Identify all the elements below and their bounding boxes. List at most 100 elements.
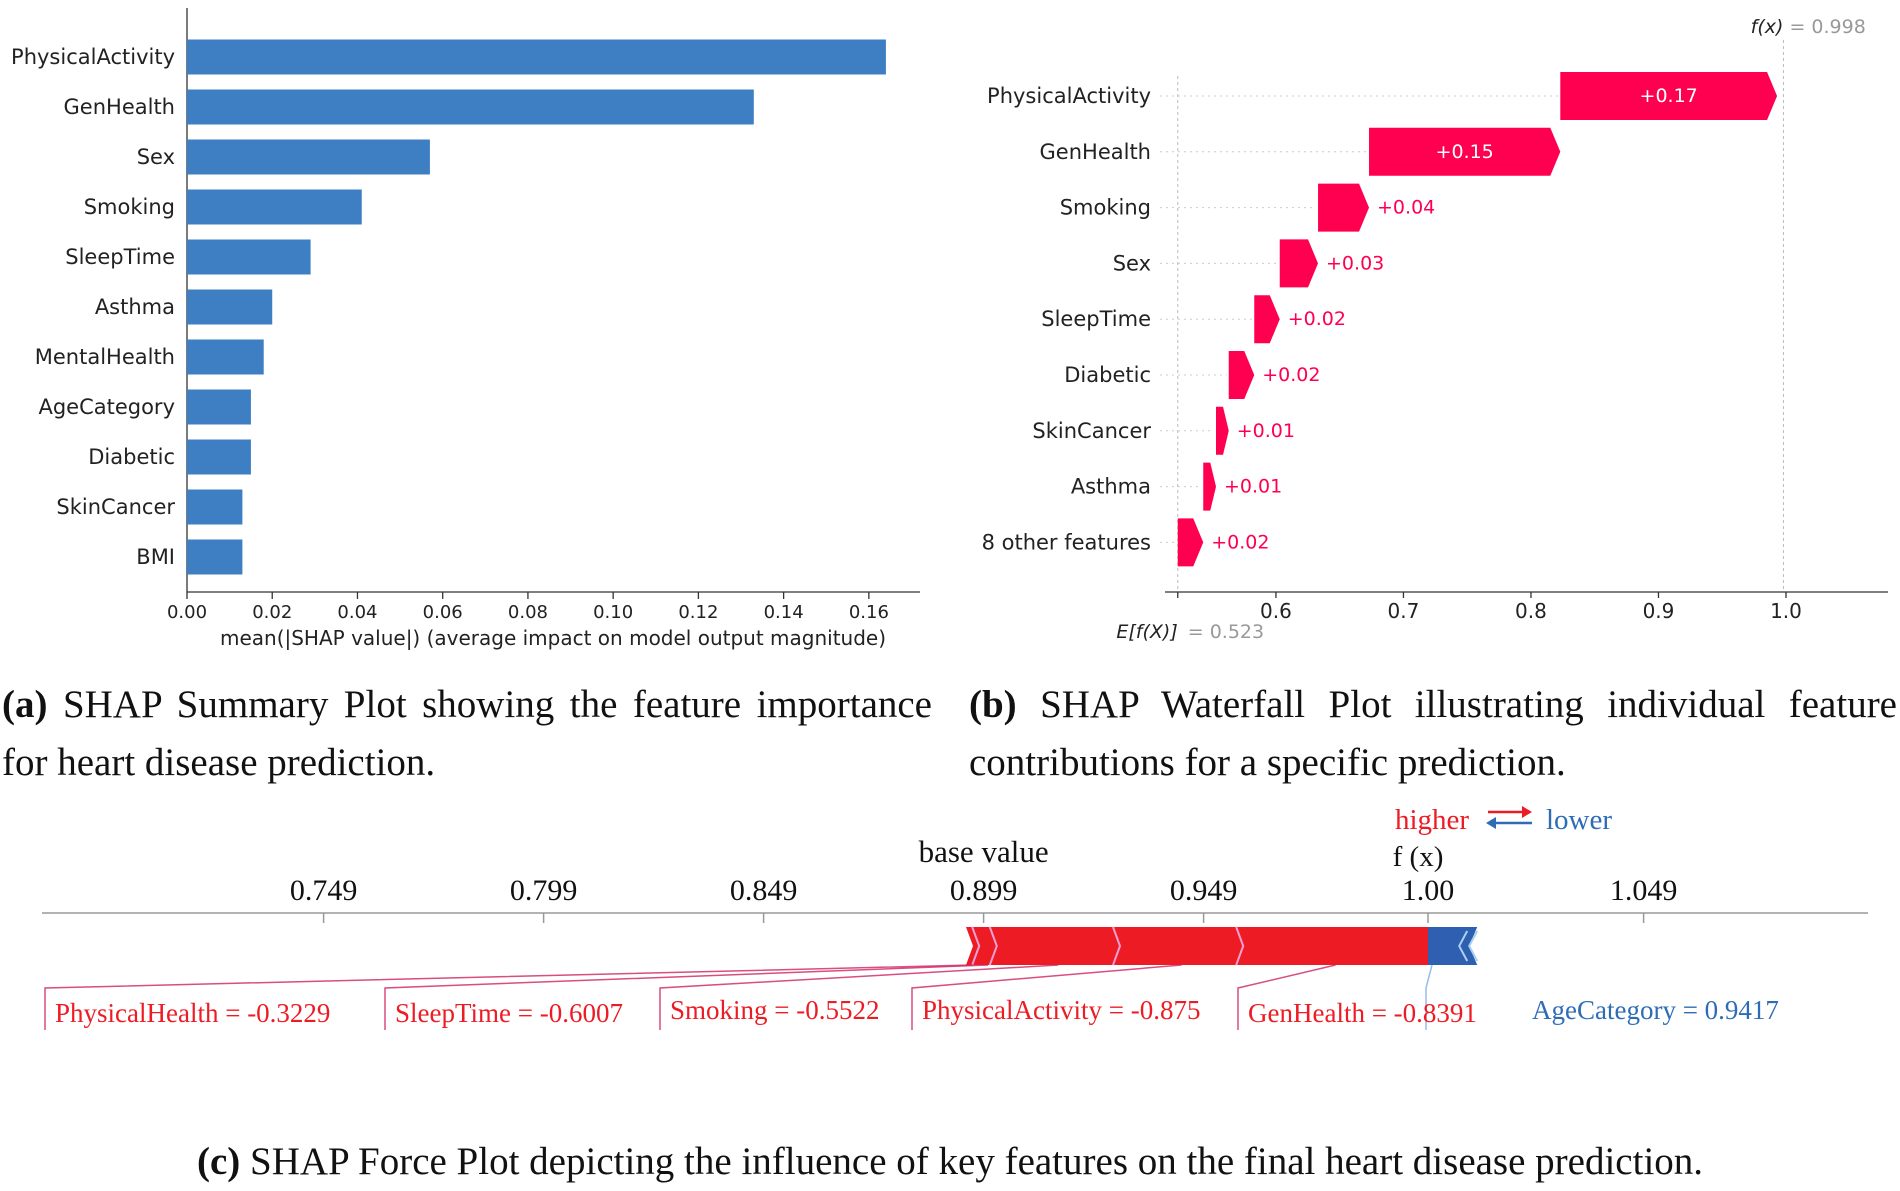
y-tick-label: SkinCancer [56,495,175,519]
waterfall-bar [1177,518,1204,567]
y-tick-label: Sex [1113,251,1151,275]
y-tick-label: GenHealth [64,95,175,119]
contribution-label: +0.02 [1262,364,1320,386]
force-tick-label: 1.049 [1610,874,1678,907]
contribution-label: +0.01 [1224,476,1282,498]
waterfall-bar [1203,462,1217,511]
force-base-value-label: base value [919,834,1049,869]
x-tick-label: 1.0 [1770,599,1802,623]
x-tick-label: 0.14 [764,602,804,623]
force-connector [384,964,989,1030]
force-feature-label: AgeCategory = 0.9417 [1532,995,1779,1025]
contribution-label: +0.17 [1640,85,1698,107]
x-tick-label: 0.10 [593,602,633,623]
summary-x-axis-label: mean(|SHAP value|) (average impact on mo… [220,626,886,650]
contribution-label: +0.15 [1436,141,1494,163]
bar [187,539,243,575]
force-tick-label: 0.949 [1170,874,1238,907]
contribution-label: +0.02 [1288,308,1346,330]
y-tick-label: Asthma [95,295,175,319]
x-tick-label: 0.8 [1515,599,1547,623]
waterfall-bar [1369,127,1561,176]
force-connector [1237,964,1336,1030]
y-tick-label: AgeCategory [38,395,175,419]
contribution-label: +0.01 [1237,420,1295,442]
x-tick-label: 0.9 [1643,599,1675,623]
y-tick-label: Diabetic [88,445,175,469]
bar [187,139,430,175]
caption-a-text: SHAP Summary Plot showing the feature im… [2,683,932,784]
y-tick-label: BMI [136,545,175,569]
caption-a: (a) SHAP Summary Plot showing the featur… [2,676,932,792]
force-tick-label: 1.00 [1402,874,1455,907]
force-feature-label: PhysicalHealth = -0.3229 [55,998,330,1028]
force-positive-block [966,927,1428,965]
y-tick-label: SleepTime [65,245,175,269]
force-plot: higher lower f (x) base value 0.749 0.799… [42,804,1868,1030]
caption-a-label: (a) [2,683,48,726]
y-tick-label: MentalHealth [35,345,175,369]
force-negative-chevron [1468,930,1479,962]
x-tick-label: 0.04 [337,602,377,623]
force-fx-label: f (x) [1393,841,1444,873]
bar [187,339,264,375]
waterfall-fx-label: f(x) [1751,16,1784,38]
arrows-icon [1486,806,1532,829]
waterfall-ex-label: E[f(X)] [1116,621,1177,643]
waterfall-bar [1216,406,1229,455]
force-feature-label: SleepTime = -0.6007 [395,998,623,1028]
contribution-label: +0.02 [1211,531,1269,553]
force-higher-label: higher [1395,804,1469,836]
caption-b: (b) SHAP Waterfall Plot illustrating ind… [969,676,1897,792]
x-tick-label: 0.16 [849,602,889,623]
y-tick-label: Sex [137,145,175,169]
force-segment-divider [1235,926,1245,966]
bar [187,439,251,475]
waterfall-fx-value: = 0.998 [1789,16,1865,38]
bar [187,89,754,125]
force-feature-label: PhysicalActivity = -0.875 [922,995,1200,1025]
force-connector [659,964,1059,1030]
force-connector [44,964,973,1030]
waterfall-bar [1228,351,1255,399]
y-tick-label: Smoking [1060,196,1151,220]
summary-bar-chart: PhysicalActivity GenHealth Sex Smoking Sleep… [11,8,920,650]
y-tick-label: PhysicalActivity [11,45,175,69]
waterfall-chart: +0.17 +0.15 +0.04 +0.03 +0.02 +0.02 +0.01 +0.01… [982,16,1888,643]
waterfall-bar [1279,239,1319,288]
x-tick-label: 0.7 [1388,599,1420,623]
waterfall-bar [1560,72,1778,120]
x-tick-label: 0.02 [252,602,292,623]
caption-c-label: (c) [196,1140,241,1183]
bar [187,289,273,325]
y-tick-label: GenHealth [1040,140,1151,164]
x-tick-label: 0.00 [167,602,207,623]
y-tick-label: 8 other features [982,530,1151,554]
waterfall-ex-value: = 0.523 [1188,621,1264,643]
x-tick-label: 0.08 [508,602,548,623]
force-feature-label: GenHealth = -0.8391 [1248,998,1477,1028]
x-tick-label: 0.06 [423,602,463,623]
bar [187,239,311,275]
y-tick-label: SleepTime [1041,307,1151,331]
bar [187,39,886,75]
force-tick-label: 0.899 [950,874,1018,907]
y-tick-label: Diabetic [1064,363,1151,387]
force-feature-label: Smoking = -0.5522 [670,995,880,1025]
y-tick-label: SkinCancer [1032,419,1151,443]
contribution-label: +0.03 [1326,252,1384,274]
force-lower-label: lower [1546,804,1612,836]
y-tick-label: Asthma [1071,475,1151,499]
force-segment-divider [971,926,981,966]
force-segment-divider [1112,926,1122,966]
y-tick-label: Smoking [84,195,175,219]
force-negative-chevron [1458,930,1469,962]
caption-b-text: SHAP Waterfall Plot illustrating individ… [969,683,1897,784]
bar [187,389,251,425]
force-tick-label: 0.799 [510,874,578,907]
waterfall-bar [1254,295,1280,344]
contribution-label: +0.04 [1377,197,1435,219]
y-tick-label: PhysicalActivity [987,84,1151,108]
bar [187,189,362,225]
